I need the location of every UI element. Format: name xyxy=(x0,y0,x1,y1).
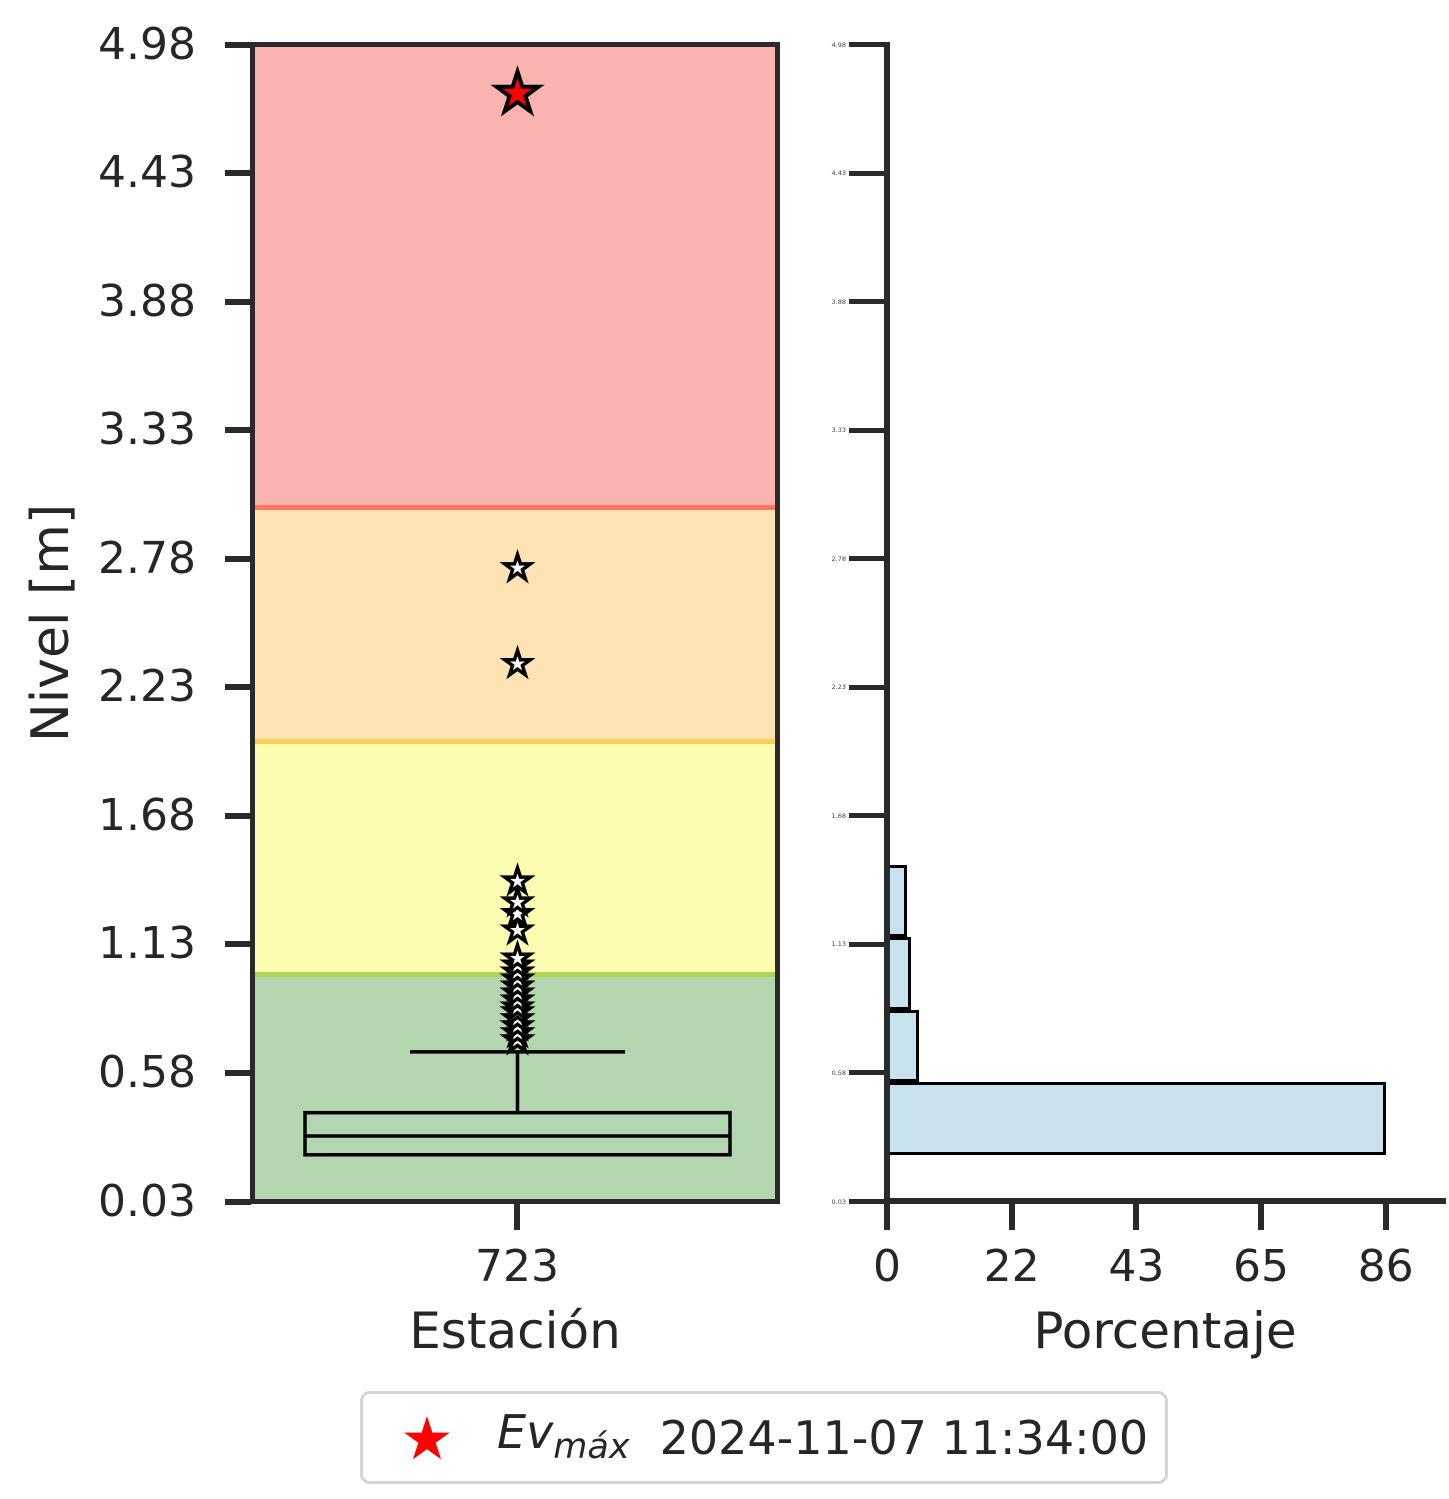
histogram-axes-frame xyxy=(884,42,1446,1204)
pct-x-tick-label: 65 xyxy=(1233,1241,1290,1292)
y-tick-label: 4.43 xyxy=(98,147,196,199)
hist-y-tick xyxy=(849,299,884,305)
event-max-star-icon xyxy=(404,1415,450,1459)
histogram-bar-0 xyxy=(884,1082,1387,1155)
pct-x-tick xyxy=(1258,1204,1265,1230)
legend-event-label: Evmáx xyxy=(497,1409,630,1465)
hist-y-tick-label: 1.13 xyxy=(831,940,846,949)
hist-y-tick-label: 2.78 xyxy=(831,554,846,563)
y-tick xyxy=(225,812,251,819)
hist-y-tick-label: 2.23 xyxy=(831,683,846,692)
hist-y-tick-label: 4.43 xyxy=(831,168,846,177)
histogram-bar-2 xyxy=(884,937,912,1010)
hist-y-tick-label: 3.88 xyxy=(831,297,846,306)
y-tick xyxy=(225,41,251,48)
legend-event-symbol: Ev xyxy=(497,1405,554,1460)
legend-star-shape xyxy=(404,1415,450,1459)
hist-y-tick xyxy=(849,1199,884,1204)
y-tick xyxy=(225,555,251,562)
y-tick-label: 3.33 xyxy=(98,404,196,456)
hist-y-tick xyxy=(849,42,884,47)
pct-x-tick xyxy=(1133,1204,1140,1230)
legend-event-datetime: 2024-11-07 11:34:00 xyxy=(659,1410,1149,1465)
hist-y-tick xyxy=(849,1070,884,1076)
y-tick xyxy=(225,170,251,177)
alert-band-amarillo xyxy=(252,741,778,975)
y-tick-label: 4.98 xyxy=(98,18,196,70)
legend: Evmáx 2024-11-07 11:34:00 xyxy=(360,1391,1168,1484)
alert-band-naranja xyxy=(252,507,778,742)
y-tick xyxy=(225,1198,251,1205)
alert-threshold-line-amarillo xyxy=(252,738,778,744)
histogram-bar-3 xyxy=(884,864,908,938)
y-tick xyxy=(225,684,251,691)
pct-x-tick-label: 43 xyxy=(1108,1241,1165,1292)
y-tick-label: 1.13 xyxy=(98,918,196,970)
y-tick xyxy=(225,427,251,434)
hist-y-tick-label: 0.58 xyxy=(831,1068,846,1077)
station-x-tick xyxy=(514,1204,520,1230)
pct-x-tick-label: 86 xyxy=(1357,1241,1414,1292)
hist-y-tick xyxy=(849,941,884,947)
hist-y-tick-label: 3.33 xyxy=(831,425,846,434)
hist-y-tick-label: 4.98 xyxy=(831,40,846,49)
y-tick-label: 1.68 xyxy=(98,789,196,841)
hist-y-tick xyxy=(849,427,884,433)
y-tick-label: 2.78 xyxy=(98,532,196,584)
hist-y-tick-label: 0.03 xyxy=(831,1197,846,1206)
legend-event-subscript: máx xyxy=(553,1427,630,1468)
pct-x-tick-label: 22 xyxy=(983,1241,1040,1292)
y-tick xyxy=(225,298,251,305)
y-tick-label: 2.23 xyxy=(98,661,196,713)
x-axis-label-percentage: Porcentaje xyxy=(1033,1302,1297,1360)
pct-x-tick xyxy=(1382,1204,1389,1230)
x-axis-label-station: Estación xyxy=(409,1302,621,1360)
hist-y-tick xyxy=(849,684,884,690)
hist-y-tick xyxy=(849,813,884,819)
hist-y-tick xyxy=(849,556,884,562)
pct-x-tick-label: 0 xyxy=(873,1241,901,1292)
station-tick-label: 723 xyxy=(475,1241,559,1292)
hist-y-tick xyxy=(849,170,884,176)
alert-band-rojo xyxy=(252,44,778,508)
pct-x-tick xyxy=(1008,1204,1015,1230)
pct-x-tick xyxy=(884,1204,890,1230)
y-tick-label: 0.58 xyxy=(98,1046,196,1098)
y-tick-label: 3.88 xyxy=(98,275,196,327)
alert-threshold-line-naranja xyxy=(252,504,778,510)
alert-threshold-line-verde xyxy=(252,972,778,978)
alert-band-verde xyxy=(252,974,778,1202)
hist-y-tick-label: 1.68 xyxy=(831,811,846,820)
histogram-bar-1 xyxy=(884,1009,920,1083)
y-tick xyxy=(225,1069,251,1076)
y-axis-label: Nivel [m] xyxy=(21,503,81,743)
y-tick xyxy=(225,941,251,948)
y-tick-label: 0.03 xyxy=(98,1175,196,1227)
